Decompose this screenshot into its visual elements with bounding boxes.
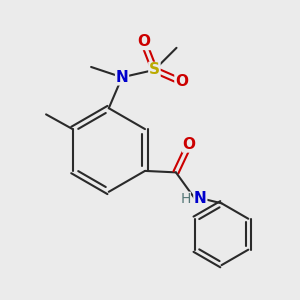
Text: O: O bbox=[138, 34, 151, 50]
Text: H: H bbox=[180, 192, 190, 206]
Text: S: S bbox=[149, 62, 160, 77]
Text: N: N bbox=[116, 70, 128, 85]
Text: O: O bbox=[175, 74, 188, 89]
Text: N: N bbox=[194, 191, 207, 206]
Text: O: O bbox=[183, 137, 196, 152]
